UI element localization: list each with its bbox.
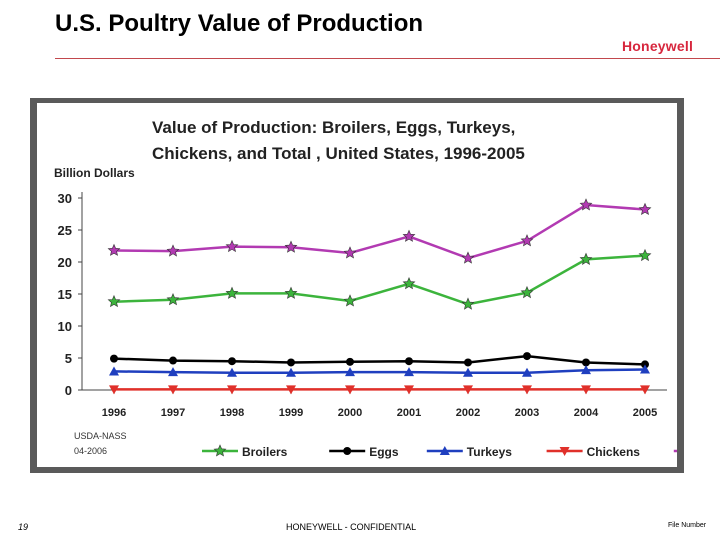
data-point-broilers xyxy=(520,285,534,299)
x-tick-label: 2000 xyxy=(338,407,362,419)
data-point-total xyxy=(638,202,652,216)
data-point-turkeys xyxy=(522,367,532,377)
y-tick-label: 0 xyxy=(65,383,72,398)
data-point-eggs xyxy=(464,358,472,367)
x-tick-label: 1999 xyxy=(279,407,303,419)
data-point-broilers xyxy=(638,248,652,262)
title-divider xyxy=(55,58,720,59)
slide-title: U.S. Poultry Value of Production xyxy=(55,10,424,37)
source-note-line: 04-2006 xyxy=(74,446,107,456)
legend-marker-chickens xyxy=(559,447,570,456)
data-point-total xyxy=(225,239,239,253)
y-tick-label: 5 xyxy=(65,351,72,366)
y-tick-label: 20 xyxy=(58,255,72,270)
data-point-turkeys xyxy=(463,367,473,377)
line-chart: Value of Production: Broilers, Eggs, Tur… xyxy=(54,118,677,459)
chart-title-line: Value of Production: Broilers, Eggs, Tur… xyxy=(152,118,515,137)
series-line-total xyxy=(113,203,646,260)
data-point-eggs xyxy=(169,356,177,365)
page-number: 19 xyxy=(18,522,29,532)
data-point-total xyxy=(166,244,180,257)
x-tick-label: 2003 xyxy=(515,407,539,419)
y-tick-label: 30 xyxy=(58,191,72,206)
data-point-total xyxy=(343,246,357,259)
y-tick-label: 25 xyxy=(58,223,72,238)
legend-label-broilers: Broilers xyxy=(242,445,288,459)
data-point-eggs xyxy=(523,352,531,361)
data-point-broilers xyxy=(107,294,121,308)
data-point-eggs xyxy=(405,357,413,366)
data-point-eggs xyxy=(582,358,590,367)
chart-panel: Value of Production: Broilers, Eggs, Tur… xyxy=(37,103,677,467)
legend-marker-eggs xyxy=(343,447,352,455)
x-tick-label: 2002 xyxy=(456,407,480,419)
source-note-line: USDA-NASS xyxy=(74,431,127,441)
series-line-broilers xyxy=(113,254,646,306)
legend-label-eggs: Eggs xyxy=(369,445,399,459)
data-point-turkeys xyxy=(286,367,296,377)
data-point-chickens xyxy=(286,385,296,395)
x-tick-label: 2004 xyxy=(574,407,599,419)
data-point-broilers xyxy=(402,277,416,290)
x-tick-label: 2001 xyxy=(397,407,421,419)
data-point-chickens xyxy=(227,385,237,395)
data-point-broilers xyxy=(284,286,298,299)
data-point-eggs xyxy=(641,360,649,369)
data-point-turkeys xyxy=(640,364,650,374)
data-point-eggs xyxy=(110,354,118,363)
y-tick-label: 10 xyxy=(58,319,72,334)
data-point-broilers xyxy=(461,297,475,310)
honeywell-logo: Honeywell xyxy=(622,38,694,54)
data-point-turkeys xyxy=(227,367,237,377)
data-point-broilers xyxy=(225,286,239,299)
data-point-chickens xyxy=(404,385,414,395)
data-point-total xyxy=(520,234,534,247)
data-point-broilers xyxy=(166,293,180,306)
chart-title-line: Chickens, and Total , United States, 199… xyxy=(152,144,525,163)
data-point-eggs xyxy=(287,358,295,367)
data-point-total xyxy=(579,198,593,211)
data-point-total xyxy=(402,229,416,242)
series-line-eggs xyxy=(113,354,646,366)
data-point-eggs xyxy=(346,357,354,366)
data-point-total xyxy=(461,251,475,264)
data-point-chickens xyxy=(345,385,355,395)
confidential-notice: HONEYWELL - CONFIDENTIAL xyxy=(286,522,417,532)
legend-marker-broilers xyxy=(213,444,227,457)
x-tick-label: 1998 xyxy=(220,407,244,419)
x-tick-label: 1997 xyxy=(161,407,185,419)
data-point-turkeys xyxy=(109,366,119,376)
data-point-turkeys xyxy=(404,367,414,377)
x-tick-label: 2005 xyxy=(633,407,657,419)
data-point-chickens xyxy=(168,385,178,395)
y-tick-label: 15 xyxy=(58,287,72,302)
data-point-broilers xyxy=(579,252,593,265)
data-point-eggs xyxy=(228,357,236,366)
x-tick-label: 1996 xyxy=(102,407,126,419)
data-point-turkeys xyxy=(345,367,355,377)
data-point-chickens xyxy=(522,385,532,395)
data-point-chickens xyxy=(463,385,473,395)
data-point-turkeys xyxy=(581,365,591,375)
legend-marker-turkeys xyxy=(439,446,450,455)
legend-label-turkeys: Turkeys xyxy=(467,445,512,459)
data-point-turkeys xyxy=(168,367,178,377)
data-point-total xyxy=(284,240,298,253)
y-axis-label: Billion Dollars xyxy=(54,166,135,180)
data-point-total xyxy=(107,243,121,256)
data-point-broilers xyxy=(343,294,357,307)
series-line-turkeys xyxy=(113,368,646,374)
data-point-chickens xyxy=(109,385,119,395)
data-point-chickens xyxy=(640,385,650,395)
legend-label-chickens: Chickens xyxy=(587,445,641,459)
file-number: File Number xyxy=(668,522,707,529)
data-point-chickens xyxy=(581,385,591,395)
